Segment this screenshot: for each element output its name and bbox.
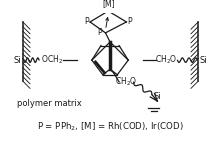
- Text: CH$_2$O: CH$_2$O: [155, 54, 178, 66]
- Text: polymer matrix: polymer matrix: [17, 99, 82, 108]
- Text: Si: Si: [154, 92, 161, 101]
- Text: P = PPh$_2$, [M] = Rh(COD), Ir(COD): P = PPh$_2$, [M] = Rh(COD), Ir(COD): [37, 120, 183, 133]
- Text: OCH$_2$: OCH$_2$: [41, 54, 63, 66]
- Text: P: P: [128, 17, 132, 26]
- Text: CH$_2$O: CH$_2$O: [115, 76, 137, 88]
- Text: Si: Si: [13, 56, 21, 65]
- Text: P: P: [84, 17, 89, 26]
- Text: Si: Si: [200, 56, 208, 65]
- Text: P: P: [98, 28, 102, 37]
- Text: [M]: [M]: [102, 0, 114, 8]
